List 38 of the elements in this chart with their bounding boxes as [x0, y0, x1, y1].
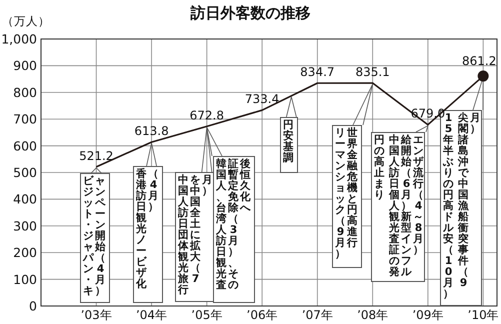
text: 尖閣諸島沖で中国漁船衝突事件（9月）: [458, 112, 481, 289]
y-tick-label: 200: [13, 245, 38, 260]
y-tick-label: 700: [13, 112, 38, 127]
annotation: 円安基調: [283, 119, 294, 164]
data-label: 733.4: [244, 92, 280, 106]
y-tick-label: 1,000: [1, 32, 38, 46]
data-label: 861.2: [462, 54, 496, 68]
text: 香港訪日観光ノービザ化（4月）: [136, 168, 159, 290]
y-tick-label: 0: [29, 298, 38, 314]
x-tick-label: ’05年: [191, 308, 222, 322]
text: 15年半ぶりの円高ドル安（10月）: [443, 112, 454, 300]
y-tick-label: 100: [13, 272, 38, 287]
y-tick-label: 500: [13, 165, 38, 180]
y-axis-title: （万人）: [2, 14, 50, 28]
chart-title: 訪日外客数の推移: [190, 4, 310, 22]
x-tick-label: ’08年: [357, 308, 388, 322]
text: ビジット・ジャパン・キャンペーン開始（4月）: [83, 175, 106, 297]
data-label: 834.7: [300, 65, 335, 80]
data-label: 613.8: [134, 124, 169, 138]
text: 中国人訪日団体観光旅行を中国全土に拡大（7月）: [178, 174, 213, 296]
y-tick-label: 600: [13, 138, 38, 154]
text: 中国人訪日個人観光査証の発給開始（6月）新型インフルエンザ流行（4～8月）: [389, 134, 424, 278]
y-tick-label: 400: [13, 192, 38, 207]
data-label: 835.1: [355, 65, 390, 80]
y-tick-label: 300: [13, 218, 38, 234]
x-tick-label: ’10年: [468, 308, 499, 322]
x-tick-label: ’03年: [80, 308, 112, 322]
data-label: 672.8: [190, 108, 224, 122]
text: 韓国人、台湾人訪日観光査証暫定免除（3月）、その後恒久化へ: [216, 158, 251, 291]
y-tick-label: 900: [13, 58, 38, 74]
text: リーマンショック（9月）世界金融危機と円高進行: [335, 127, 358, 260]
x-tick-label: ’04年: [136, 308, 168, 322]
x-tick-label: ’09年: [412, 308, 444, 322]
data-label: 521.2: [79, 148, 114, 163]
x-tick-label: ’06年: [246, 308, 278, 322]
x-tick-label: ’07年: [302, 308, 333, 322]
y-tick-label: 800: [13, 84, 38, 100]
annotation: 円の高止まり: [374, 134, 385, 203]
